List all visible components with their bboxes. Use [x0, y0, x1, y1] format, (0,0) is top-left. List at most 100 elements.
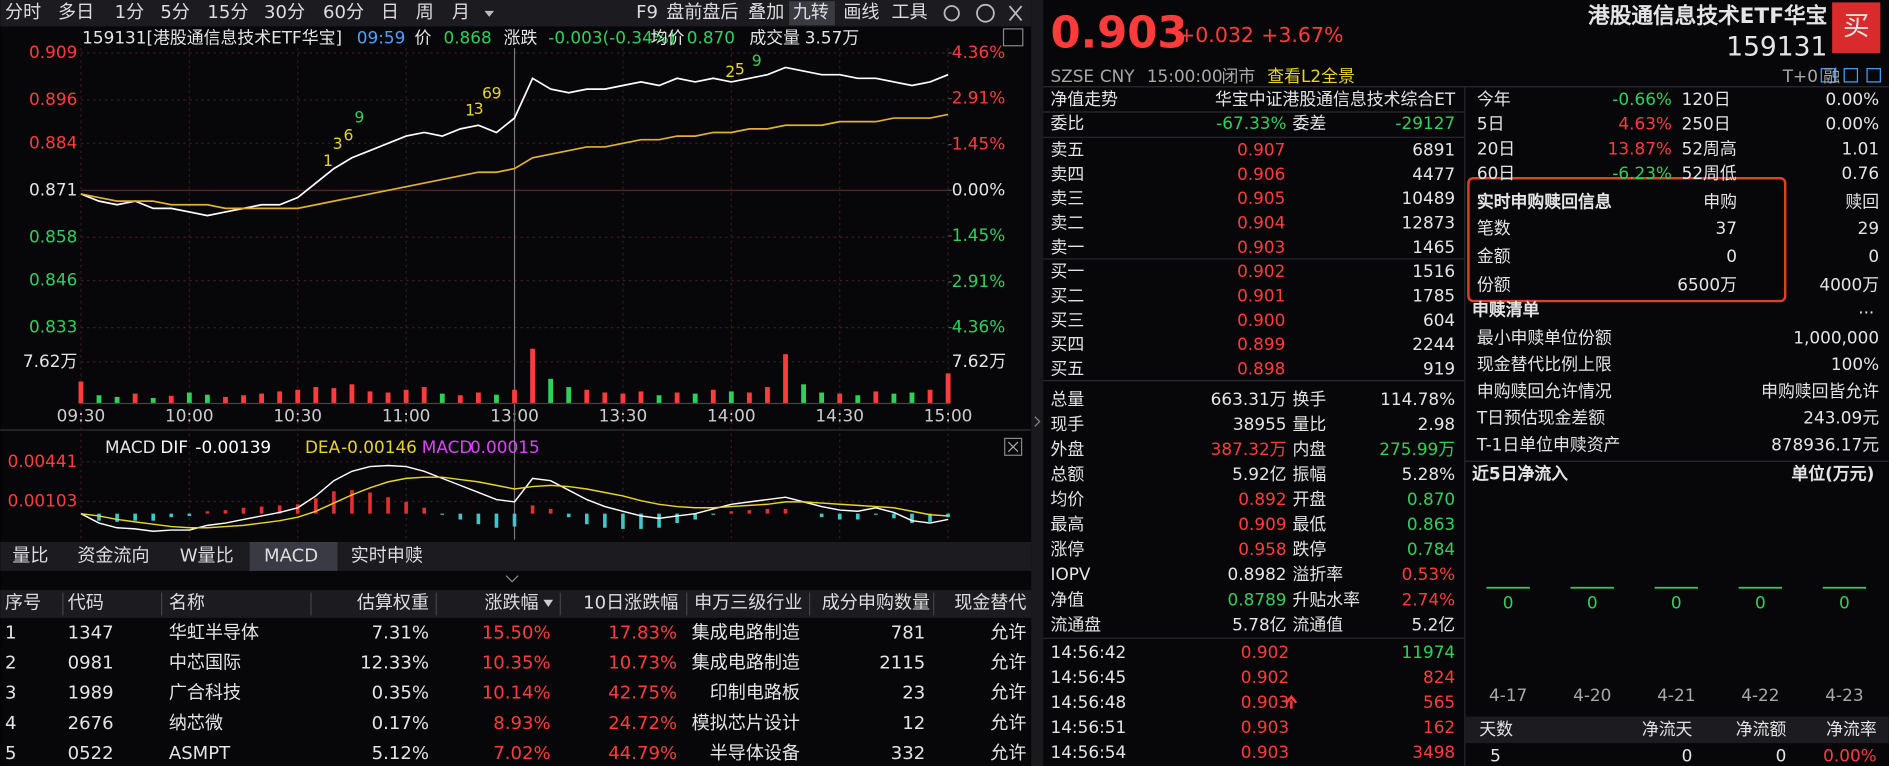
- period-tab[interactable]: 1分: [115, 2, 145, 23]
- column-header[interactable]: 代码: [68, 592, 104, 613]
- sort-icon[interactable]: [543, 599, 554, 608]
- volume-bar: [548, 378, 554, 404]
- table-cell: 44.79%: [608, 743, 677, 764]
- macd-close-x: [1007, 441, 1019, 453]
- row-label: 振幅: [1293, 464, 1327, 484]
- row-value: 275.99万: [1379, 439, 1455, 459]
- volume-bar: [403, 389, 409, 404]
- volume-bar: [385, 392, 391, 404]
- volume-bar: [765, 387, 770, 404]
- indicator-tab[interactable]: 量比: [12, 545, 48, 566]
- indicator-tab[interactable]: 实时申赎: [351, 545, 423, 566]
- table-cell: 华虹半导体: [169, 623, 259, 644]
- row-value: 1,000,000: [1793, 327, 1879, 347]
- row-label: 委比: [1050, 113, 1084, 133]
- book-level: 卖四: [1050, 164, 1084, 184]
- column-header[interactable]: 申万三级行业: [694, 592, 802, 613]
- table-cell: 0981: [68, 653, 114, 674]
- legend-value: -0.00146: [341, 437, 417, 457]
- summary-header-bg: [1464, 716, 1889, 744]
- dropdown-icon[interactable]: [484, 10, 495, 17]
- column-header[interactable]: 序号: [5, 592, 41, 613]
- indicator-tab[interactable]: 资金流向: [77, 545, 149, 566]
- book-level: 卖一: [1050, 237, 1084, 257]
- macd-bar: [855, 513, 860, 520]
- macd-bar: [783, 508, 788, 514]
- period-tab[interactable]: 15分: [207, 2, 248, 23]
- tool-button[interactable]: 盘前盘后: [666, 2, 738, 23]
- row-label: 流通盘: [1050, 614, 1101, 634]
- trade-volume: 824: [1423, 667, 1455, 687]
- chart-info: 价: [415, 28, 432, 48]
- period-tab[interactable]: 30分: [264, 2, 305, 23]
- row-label: 总额: [1050, 464, 1084, 484]
- y2-tick-label: 1.45%: [952, 225, 1006, 245]
- tool-button[interactable]: 九转: [793, 2, 829, 23]
- period-tab[interactable]: 多日: [58, 2, 94, 23]
- table-cell: 1347: [68, 623, 114, 644]
- macd-bar: [639, 513, 643, 529]
- table-cell: 允许: [990, 713, 1026, 734]
- row-value: 申购赎回皆允许: [1761, 381, 1879, 401]
- period-tab[interactable]: 5分: [160, 2, 190, 23]
- perf-value: 4.63%: [1618, 114, 1672, 134]
- l2-link[interactable]: 查看L2全景: [1267, 66, 1355, 86]
- chart-info: 均价: [651, 28, 685, 48]
- chart-info: 涨跌: [504, 28, 538, 48]
- help-icon[interactable]: [976, 3, 995, 23]
- period-tab[interactable]: 日: [381, 2, 399, 23]
- volume-bar: [584, 389, 590, 404]
- book-volume: 6891: [1412, 140, 1455, 160]
- column-header[interactable]: 估算权重: [357, 592, 429, 613]
- buy-button[interactable]: [1832, 2, 1881, 53]
- column-header[interactable]: 10日涨跌幅: [583, 592, 678, 613]
- period-tab[interactable]: 周: [416, 2, 434, 23]
- volume-bar: [78, 381, 84, 404]
- nine-turn-mark: 9: [492, 83, 502, 102]
- book-price: 0.907: [1237, 140, 1285, 160]
- market-info: 15:00:00: [1147, 66, 1223, 86]
- column-header[interactable]: 涨跌幅: [484, 592, 538, 613]
- collapse-icon[interactable]: [505, 575, 519, 583]
- nine-turn-mark: 3: [474, 99, 484, 118]
- macd-bar: [350, 490, 354, 514]
- inflow-value: 0: [1671, 592, 1682, 612]
- tool-button[interactable]: 叠加: [748, 2, 784, 23]
- y2-tick-label: 4.36%: [952, 42, 1006, 62]
- trade-price: 0.902: [1241, 642, 1289, 662]
- period-tab[interactable]: 月: [452, 2, 470, 23]
- y2-tick-label: 0.00%: [952, 179, 1006, 199]
- macd-bar: [458, 513, 463, 520]
- indicator-tab-bar: [0, 541, 1032, 571]
- volume-bar: [855, 395, 861, 404]
- indicator-tab[interactable]: MACD: [264, 545, 318, 566]
- row-value: 243.09元: [1803, 408, 1879, 428]
- close-icon[interactable]: [1008, 5, 1023, 22]
- panel-icon[interactable]: [1843, 68, 1859, 83]
- period-tab[interactable]: 60分: [323, 2, 364, 23]
- splitter-arrow[interactable]: [1034, 416, 1041, 427]
- row-value: 387.32万: [1211, 439, 1287, 459]
- settings-icon[interactable]: [943, 5, 960, 22]
- box-bg: [1469, 179, 1784, 300]
- row-value: 0.8982: [1228, 564, 1287, 584]
- column-header[interactable]: 名称: [169, 592, 205, 613]
- tool-button[interactable]: 画线: [843, 2, 879, 23]
- row-label: 外盘: [1050, 439, 1084, 459]
- panel-icon[interactable]: [1866, 68, 1881, 83]
- column-header[interactable]: 成分申购数量: [822, 592, 930, 613]
- period-tab[interactable]: 分时: [5, 2, 41, 23]
- inflow-value: 0: [1839, 592, 1850, 612]
- indicator-tab[interactable]: W量比: [180, 545, 234, 566]
- panel-icon[interactable]: [1820, 68, 1836, 83]
- buy-label[interactable]: 买: [1843, 11, 1869, 42]
- perf-value: -6.23%: [1612, 163, 1672, 183]
- column-header[interactable]: 现金替代: [954, 592, 1026, 613]
- wp-icon[interactable]: [1002, 28, 1024, 47]
- y-tick-label: 0.00441: [8, 451, 78, 471]
- more-button[interactable]: ...: [1858, 297, 1874, 317]
- tool-button[interactable]: 工具: [892, 2, 928, 23]
- macd-close[interactable]: [1004, 437, 1023, 456]
- inflow-date: 4-20: [1573, 685, 1611, 705]
- tool-button[interactable]: F9: [636, 2, 658, 23]
